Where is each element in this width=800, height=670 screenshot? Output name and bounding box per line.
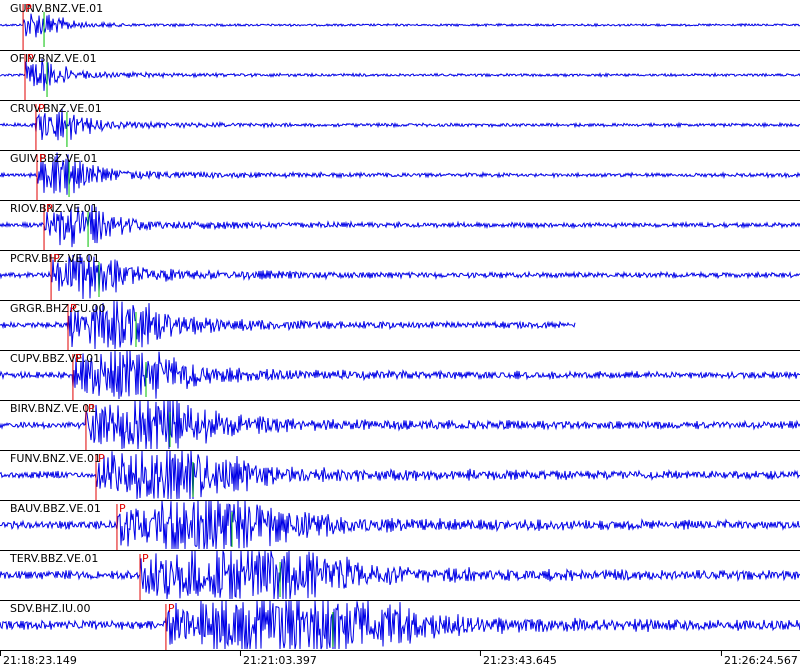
waveform: [0, 254, 800, 300]
waveform: [0, 108, 800, 141]
p-pick-label: P: [70, 302, 77, 315]
station-label: OFIV.BNZ.VE.01: [10, 52, 97, 65]
station-label: CUPV.BBZ.VE.01: [10, 352, 100, 365]
waveform: [0, 550, 800, 600]
waveform: [0, 500, 800, 550]
p-pick-label: P: [39, 152, 46, 165]
station-label: GUNV.BNZ.VE.01: [10, 2, 103, 15]
p-pick-label: P: [38, 102, 45, 115]
station-label: RIOV.BNZ.VE.01: [10, 202, 98, 215]
station-label: SDV.BHZ.IU.00: [10, 602, 91, 615]
x-tick-label: 21:21:03.397: [243, 654, 317, 667]
waveform: [0, 450, 800, 500]
waveform: [0, 58, 800, 91]
p-pick-label: P: [53, 252, 60, 265]
p-pick-label: P: [88, 402, 95, 415]
p-pick-label: P: [119, 502, 126, 515]
x-tick-label: 21:18:23.149: [3, 654, 77, 667]
station-label: GRGR.BHZ.CU.00: [10, 302, 106, 315]
p-pick-label: P: [75, 352, 82, 365]
station-label: GUIV.BBZ.VE.01: [10, 152, 98, 165]
waveform: [0, 152, 800, 195]
p-pick-label: P: [27, 52, 34, 65]
station-label: CRUV.BNZ.VE.01: [10, 102, 102, 115]
waveform: [0, 400, 800, 450]
x-tick-label: 21:26:24.567: [724, 654, 798, 667]
waveform: [0, 205, 800, 248]
waveform: [0, 13, 800, 38]
p-pick-label: P: [142, 552, 149, 565]
p-pick-label: P: [46, 202, 53, 215]
station-label: BAUV.BBZ.VE.01: [10, 502, 101, 515]
p-pick-label: P: [98, 452, 105, 465]
waveform: [0, 600, 800, 650]
station-label: PCRV.BHZ.VE.01: [10, 252, 100, 265]
station-label: TERV.BBZ.VE.01: [9, 552, 98, 565]
waveform: [0, 350, 800, 400]
waveform: [0, 300, 576, 350]
station-label: BIRV.BNZ.VE.01: [10, 402, 96, 415]
x-tick-label: 21:23:43.645: [483, 654, 557, 667]
p-pick-label: P: [25, 2, 32, 15]
p-pick-label: P: [168, 602, 175, 615]
station-label: FUNV.BNZ.VE.01: [10, 452, 101, 465]
